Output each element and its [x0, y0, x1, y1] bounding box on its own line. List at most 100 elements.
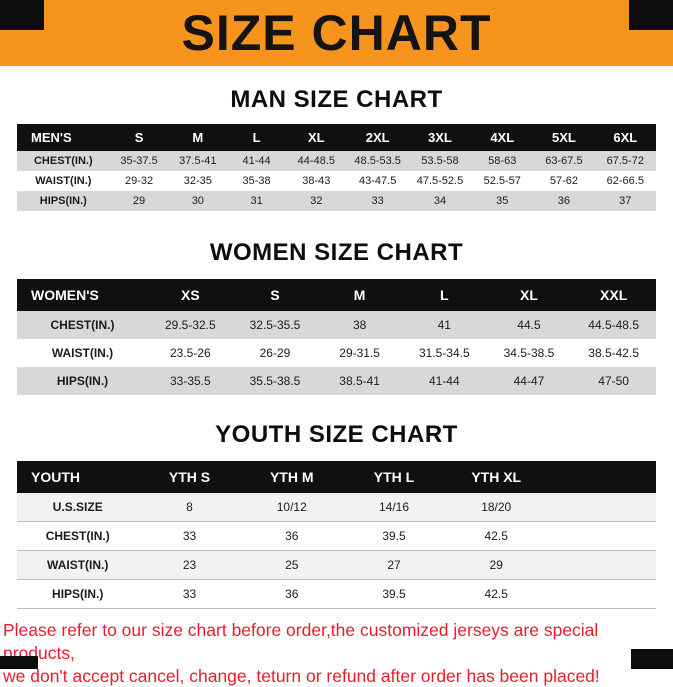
size-value-cell: 47-50 [571, 367, 656, 395]
size-value-cell: 8 [138, 493, 241, 522]
row-label: HIPS(IN.) [17, 579, 139, 609]
youth-table-wrapper: YOUTH YTH S YTH M YTH L YTH XL U.S.SIZE 8 10/12… [0, 461, 673, 609]
row-label: HIPS(IN.) [17, 367, 148, 395]
size-value-cell: 29 [445, 550, 548, 580]
row-label: HIPS(IN.) [17, 191, 110, 211]
size-value-cell: 30 [168, 191, 228, 211]
size-value-cell: 36 [240, 579, 343, 609]
size-value-cell: 57-62 [549, 175, 578, 187]
cell-spacer [547, 493, 656, 522]
size-value-cell: 34 [408, 191, 472, 211]
table-row: CHEST(IN.) 35-37.5 37.5-41 41-44 44-48.5 48.5… [17, 151, 656, 171]
size-value-cell: 25 [240, 550, 343, 580]
row-label: U.S.SIZE [17, 493, 139, 522]
corner-block-bottom-right [631, 649, 673, 669]
size-value-cell: 37 [594, 191, 656, 211]
table-row: WAIST(IN.) 23.5-26 26-29 29-31.5 31.5-34.5 34… [17, 339, 656, 367]
table-row: CHEST(IN.) 29.5-32.5 32.5-35.5 38 41 44.5 44.5… [17, 311, 656, 339]
size-value-cell: 43-47.5 [359, 175, 397, 187]
size-column-header: YTH S [138, 461, 241, 493]
corner-block-top-left [0, 0, 44, 30]
size-column-header: 4XL [471, 124, 534, 151]
size-value-cell: 41-44 [227, 151, 286, 171]
size-value-cell: 44.5-48.5 [571, 311, 656, 339]
size-column-header: S [109, 124, 169, 151]
size-value-cell: 33 [138, 521, 241, 551]
size-value-cell: 36 [533, 191, 595, 211]
size-value-cell: 62-66.5 [606, 175, 644, 187]
table-header-label: YOUTH [17, 461, 139, 493]
size-column-header: XL [486, 279, 572, 311]
corner-block-top-right [629, 0, 673, 30]
size-column-header: 6XL [594, 124, 656, 151]
women-table-wrapper: WOMEN'S XS S M L XL XXL CHEST(IN.) 29.5-32.5 32.5… [0, 279, 673, 395]
size-value-cell: 31.5-34.5 [418, 346, 470, 360]
size-value-cell: 35 [471, 191, 534, 211]
size-value-cell: 34.5-38.5 [503, 346, 555, 360]
size-column-header: YTH M [240, 461, 343, 493]
size-column-header: S [232, 279, 318, 311]
row-label: CHEST(IN.) [17, 151, 110, 171]
size-value-cell: 33 [138, 579, 241, 609]
size-value-cell: 35-37.5 [109, 151, 169, 171]
size-value-cell: 32-35 [183, 175, 212, 187]
size-value-cell: 44.5 [486, 311, 572, 339]
size-value-cell: 32.5-35.5 [232, 311, 318, 339]
cell-spacer [547, 521, 656, 551]
size-value-cell: 23 [138, 550, 241, 580]
size-column-header: XS [148, 279, 233, 311]
size-value-cell: 52.5-57 [483, 175, 521, 187]
table-header-row: MEN'S S M L XL 2XL 3XL 4XL 5XL 6XL [17, 124, 656, 151]
size-column-header: L [401, 279, 487, 311]
size-value-cell: 42.5 [445, 579, 548, 609]
size-value-cell: 18/20 [445, 493, 548, 522]
size-column-header: M [317, 279, 402, 311]
banner: SIZE CHART [0, 0, 673, 66]
size-value-cell: 10/12 [240, 493, 343, 522]
man-size-chart-section: MAN SIZE CHART MEN'S S M L XL 2XL 3XL 4XL 5XL 6XL… [0, 86, 673, 211]
table-row: CHEST(IN.) 33 36 39.5 42.5 [17, 521, 656, 551]
man-size-table: MEN'S S M L XL 2XL 3XL 4XL 5XL 6XL CHEST(IN.) 35-37… [17, 124, 656, 211]
size-value-cell: 53.5-58 [408, 151, 472, 171]
table-row: WAIST(IN.) 23 25 27 29 [17, 550, 656, 580]
size-value-cell: 29-31.5 [339, 346, 380, 360]
size-value-cell: 41-44 [401, 367, 487, 395]
size-value-cell: 35-38 [242, 175, 271, 187]
size-column-header: YTH XL [445, 461, 548, 493]
size-value-cell: 26-29 [259, 346, 291, 360]
size-value-cell: 14/16 [342, 493, 446, 522]
youth-size-chart-section: YOUTH SIZE CHART YOUTH YTH S YTH M YTH L YTH… [0, 421, 673, 609]
size-value-cell: 31 [227, 191, 286, 211]
size-column-header: 3XL [408, 124, 472, 151]
size-column-header: XXL [571, 279, 656, 311]
size-value-cell: 38.5-41 [317, 367, 402, 395]
size-value-cell: 29 [109, 191, 169, 211]
man-section-title: MAN SIZE CHART [230, 86, 443, 113]
size-value-cell: 36 [240, 521, 343, 551]
women-size-table: WOMEN'S XS S M L XL XXL CHEST(IN.) 29.5-32.5 32.5… [17, 279, 656, 395]
size-column-header: XL [285, 124, 347, 151]
size-value-cell: 42.5 [445, 521, 548, 551]
youth-section-title: YOUTH SIZE CHART [215, 421, 458, 448]
table-row: U.S.SIZE 8 10/12 14/16 18/20 [17, 493, 656, 522]
size-value-cell: 44-48.5 [285, 151, 347, 171]
size-value-cell: 48.5-53.5 [346, 151, 409, 171]
man-table-wrapper: MEN'S S M L XL 2XL 3XL 4XL 5XL 6XL CHEST(IN.) 35-37… [0, 124, 673, 211]
size-value-cell: 32 [285, 191, 347, 211]
size-value-cell: 35.5-38.5 [232, 367, 318, 395]
row-label: WAIST(IN.) [17, 550, 139, 580]
page-title: SIZE CHART [181, 5, 492, 61]
size-value-cell: 67.5-72 [594, 151, 656, 171]
header-spacer [547, 461, 656, 493]
table-header-row: YOUTH YTH S YTH M YTH L YTH XL [17, 461, 656, 493]
size-value-cell: 27 [342, 550, 446, 580]
cell-spacer [547, 579, 656, 609]
footer-note: Please refer to our size chart before or… [0, 619, 673, 687]
size-column-header: 2XL [346, 124, 409, 151]
size-value-cell: 38.5-42.5 [588, 346, 639, 360]
row-label: WAIST(IN.) [51, 346, 114, 360]
size-value-cell: 29.5-32.5 [148, 311, 233, 339]
size-value-cell: 41 [401, 311, 487, 339]
size-value-cell: 29-32 [124, 175, 154, 187]
size-value-cell: 39.5 [342, 521, 446, 551]
